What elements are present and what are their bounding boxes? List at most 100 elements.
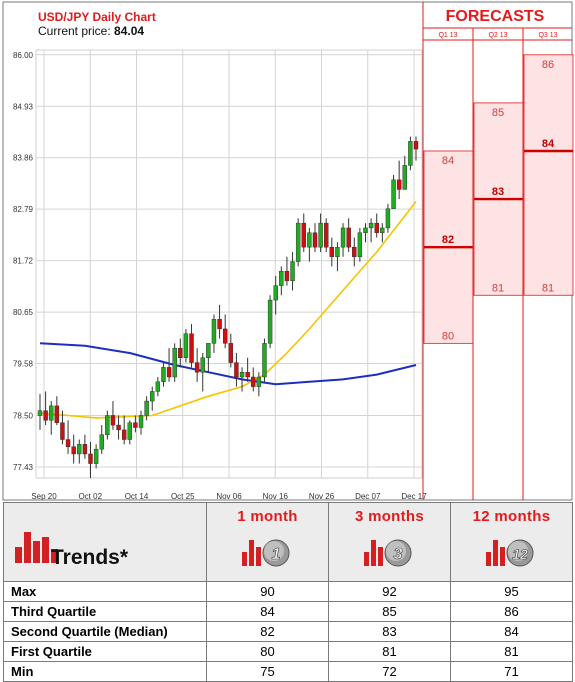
candle-body bbox=[318, 222, 323, 248]
candle bbox=[402, 155, 407, 190]
candle-body bbox=[206, 343, 211, 358]
cell-value: 85 bbox=[328, 601, 451, 622]
candle-body bbox=[245, 372, 250, 378]
y-tick-label: 81.72 bbox=[13, 257, 34, 266]
candle bbox=[110, 401, 116, 430]
candle bbox=[357, 227, 363, 262]
candle bbox=[391, 175, 396, 209]
candle-body bbox=[346, 227, 351, 248]
forecast-median-label: 84 bbox=[542, 138, 555, 150]
candle bbox=[307, 227, 312, 262]
x-tick-label: Oct 14 bbox=[125, 492, 149, 501]
cell-value: 92 bbox=[328, 581, 451, 602]
candle-body bbox=[211, 319, 217, 344]
forecast-panel: FORECASTS Q1 13 84 82 80 Q2 13 85 83 81 Q3 13 86 8… bbox=[422, 2, 574, 500]
candle bbox=[318, 213, 323, 252]
candle bbox=[279, 266, 284, 296]
candle-body bbox=[200, 357, 205, 373]
cell-value: 90 bbox=[206, 581, 329, 602]
candle bbox=[49, 401, 54, 435]
candle-body bbox=[402, 165, 407, 190]
cell-value: 75 bbox=[206, 661, 329, 682]
candle-body bbox=[413, 141, 419, 150]
table-row: Third Quartile 84 85 86 bbox=[3, 601, 573, 622]
horizon-label: 3 months bbox=[354, 508, 425, 525]
trends-title: Trends* bbox=[51, 546, 129, 569]
forecast-median-label: 82 bbox=[442, 234, 454, 246]
candle bbox=[127, 420, 132, 445]
candle bbox=[161, 362, 166, 387]
candle bbox=[284, 256, 290, 286]
cell-value: 95 bbox=[450, 581, 573, 602]
candle bbox=[329, 237, 335, 267]
cell-value: 72 bbox=[328, 661, 451, 682]
candle-body bbox=[82, 444, 88, 455]
bar-chart-icon bbox=[15, 532, 58, 563]
x-tick-label: Oct 02 bbox=[78, 492, 102, 501]
horizon-3-months: 3 months 3 bbox=[328, 502, 451, 582]
x-tick-label: Dec 07 bbox=[355, 492, 381, 501]
trend-badge-icon: 1 bbox=[241, 539, 289, 567]
candle bbox=[71, 434, 76, 464]
cell-value: 80 bbox=[206, 641, 329, 662]
forecast-max-label: 86 bbox=[542, 59, 554, 71]
candle-body bbox=[172, 347, 177, 378]
x-tick-label: Sep 20 bbox=[31, 492, 57, 501]
x-tick-label: Oct 25 bbox=[171, 492, 195, 501]
candle bbox=[105, 410, 110, 440]
trend-badge-icon: 3 bbox=[363, 539, 411, 567]
candle bbox=[228, 333, 234, 368]
x-tick-label: Nov 06 bbox=[216, 492, 242, 501]
candle-body bbox=[301, 222, 306, 248]
candle-body bbox=[133, 422, 138, 428]
candle-body bbox=[279, 271, 284, 286]
candle-body bbox=[155, 381, 161, 392]
candlesticks bbox=[37, 136, 419, 478]
candle-body bbox=[374, 222, 379, 233]
candle bbox=[88, 441, 93, 478]
table-row: Max 90 92 95 bbox=[3, 581, 573, 602]
forecast-range-box bbox=[523, 54, 574, 296]
candle bbox=[65, 420, 71, 454]
candle bbox=[211, 314, 217, 353]
candle bbox=[222, 314, 228, 349]
candle bbox=[396, 160, 402, 200]
forecast-quarter-label: Q3 13 bbox=[538, 32, 557, 39]
candle-body bbox=[234, 362, 239, 378]
row-label: Second Quartile (Median) bbox=[3, 621, 207, 642]
forecast-min-label: 81 bbox=[492, 282, 504, 294]
candle-body bbox=[307, 232, 312, 248]
price-chart: USD/JPY Daily Chart Current price: 84.04… bbox=[2, 1, 574, 501]
axis-labels: 86.00 84.93 83.86 82.79 81.72 80.65 79.58 78.50… bbox=[13, 51, 427, 501]
table-row: First Quartile 80 81 81 bbox=[3, 641, 573, 662]
candle-body bbox=[189, 333, 194, 363]
forecasts-title: FORECASTS bbox=[446, 8, 545, 25]
candle-body bbox=[262, 343, 267, 378]
candle-body bbox=[408, 141, 413, 166]
candle-body bbox=[37, 410, 43, 416]
cell-value: 86 bbox=[450, 601, 573, 622]
candle-body bbox=[194, 362, 200, 373]
candle bbox=[200, 352, 205, 392]
candle-body bbox=[228, 343, 234, 363]
row-label: Max bbox=[3, 581, 207, 602]
x-tick-label: Dec 17 bbox=[401, 492, 427, 501]
candle bbox=[380, 223, 385, 243]
candle bbox=[133, 415, 138, 433]
candle bbox=[121, 415, 127, 445]
trends-header-row: Trends* 1 month 1 3 months bbox=[3, 502, 573, 582]
candle bbox=[385, 203, 391, 233]
trends-title-cell: Trends* bbox=[3, 502, 207, 582]
forecast-min-label: 81 bbox=[542, 282, 554, 294]
candle bbox=[408, 136, 413, 171]
cell-value: 81 bbox=[328, 641, 451, 662]
candle-body bbox=[127, 422, 132, 440]
candle bbox=[251, 367, 256, 392]
candle bbox=[290, 251, 295, 291]
svg-text:1: 1 bbox=[271, 546, 280, 563]
candle bbox=[155, 377, 161, 397]
candle-body bbox=[251, 376, 256, 387]
candle bbox=[183, 328, 189, 363]
cell-value: 82 bbox=[206, 621, 329, 642]
candle bbox=[217, 304, 222, 339]
